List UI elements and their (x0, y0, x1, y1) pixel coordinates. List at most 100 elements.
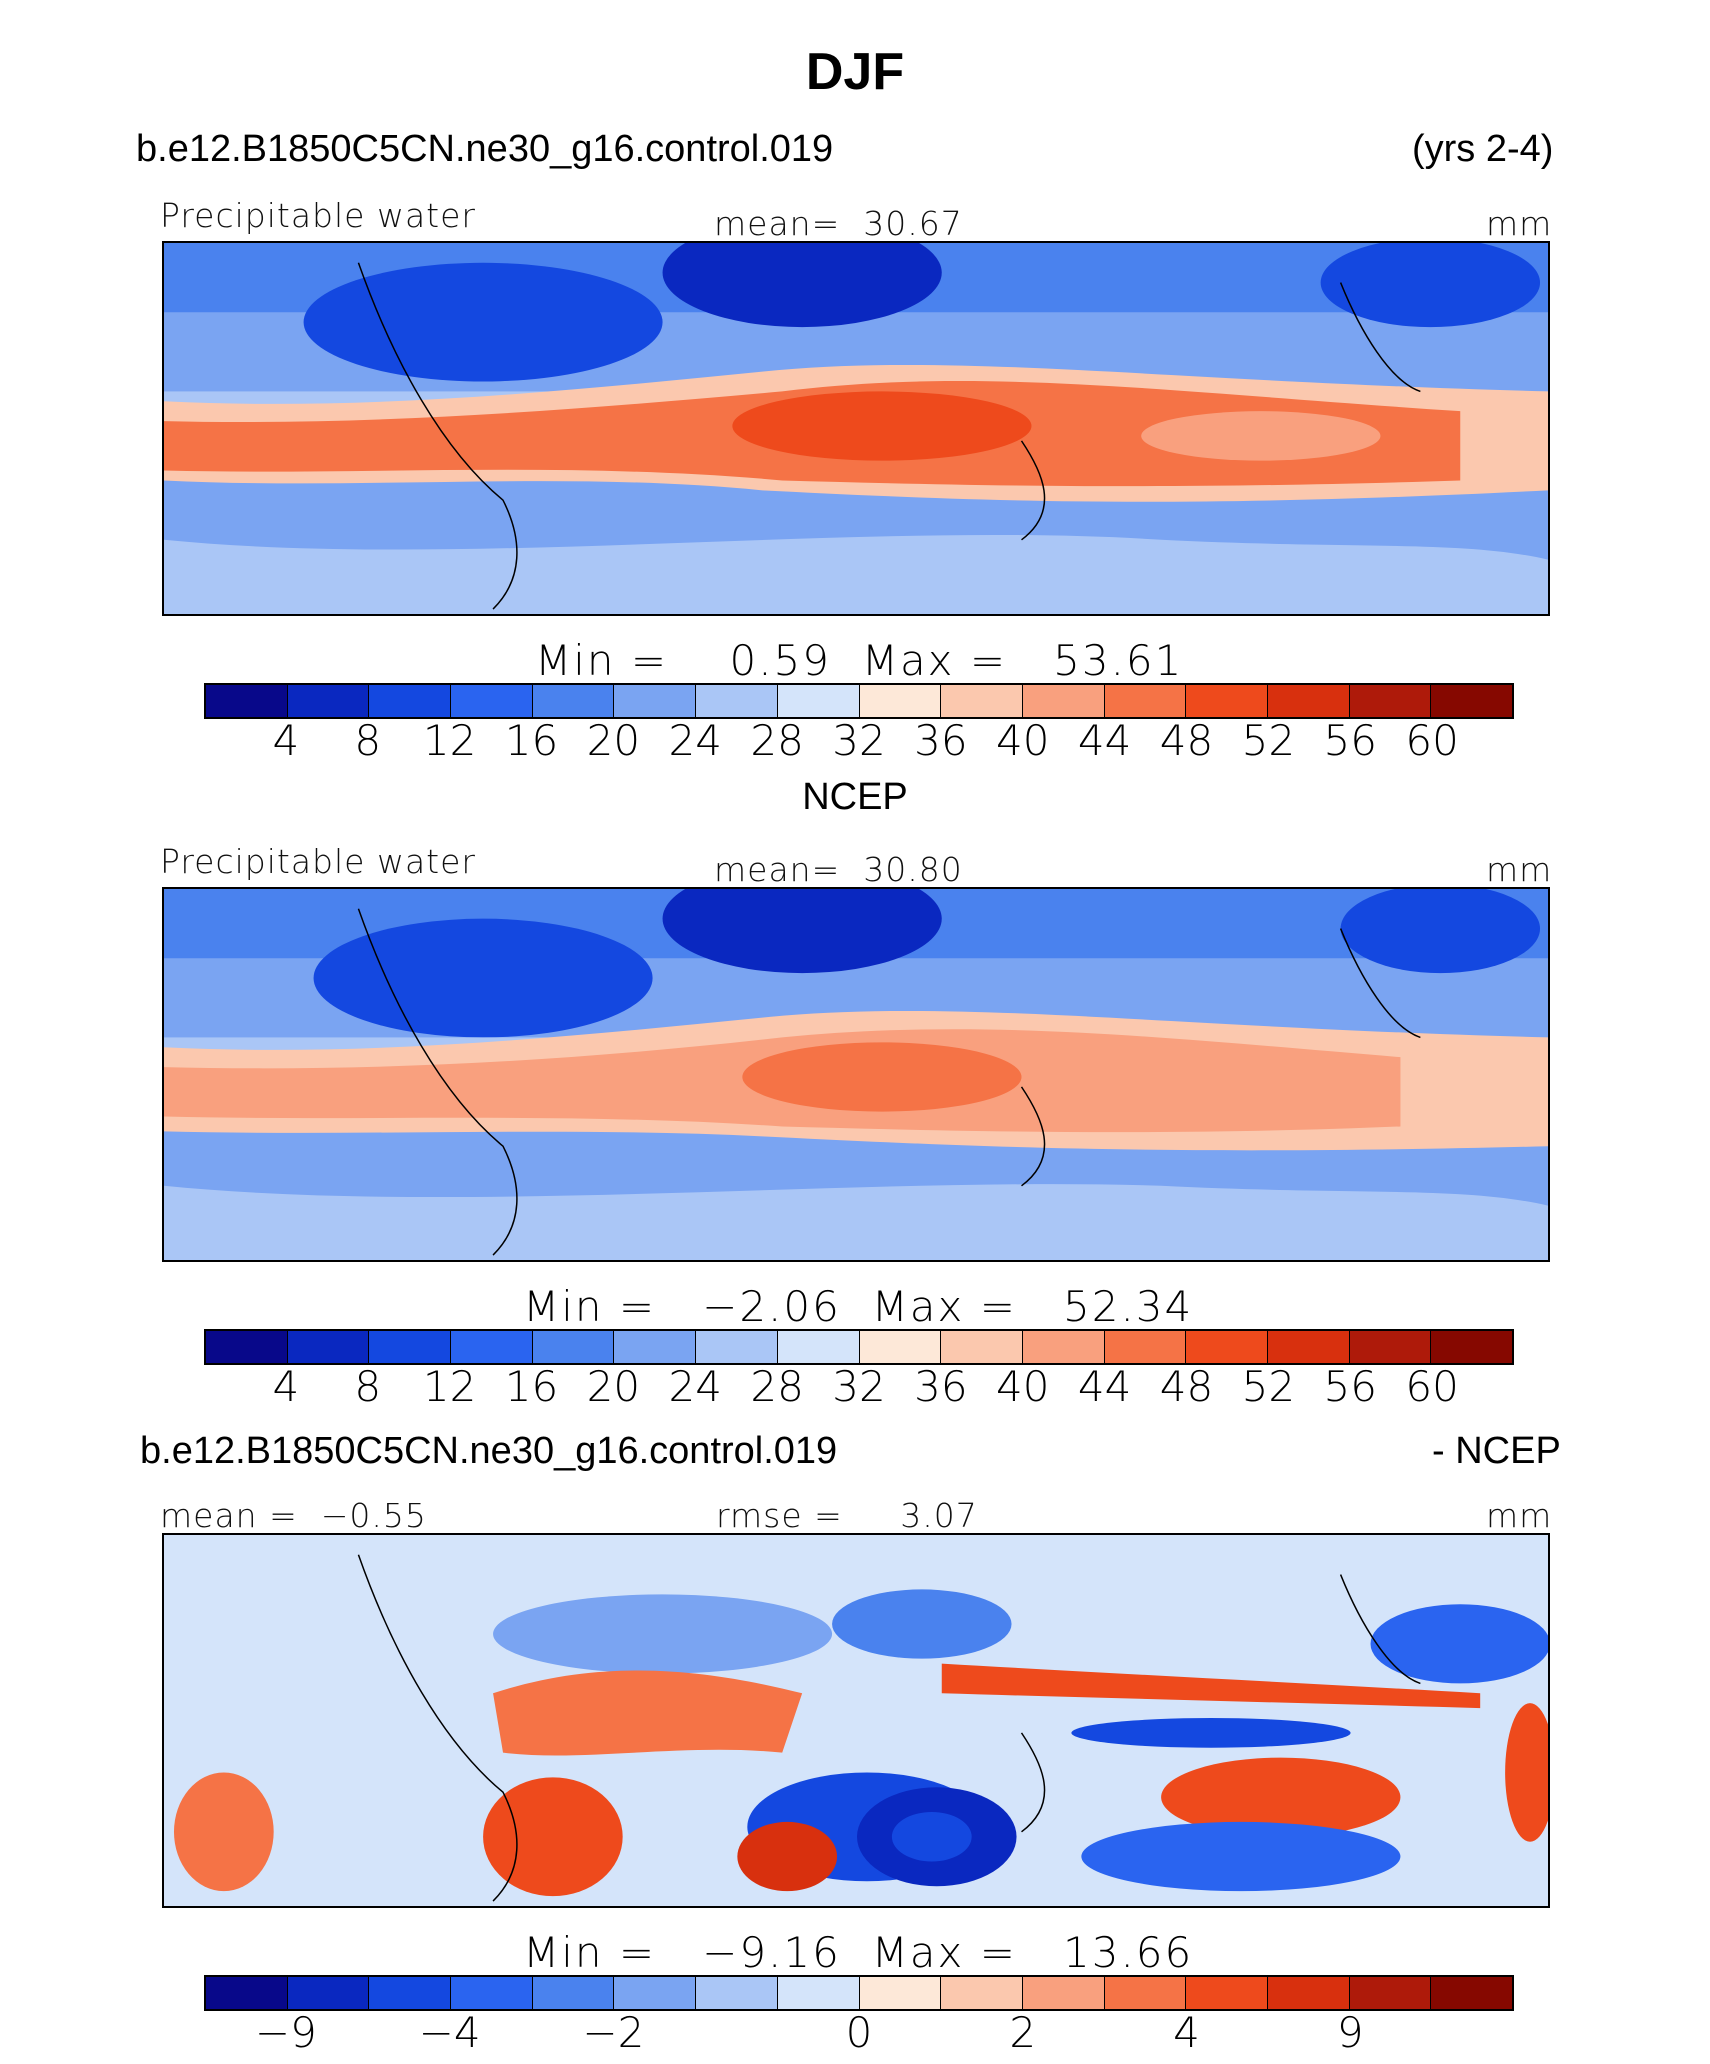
colorbar-swatch (451, 685, 533, 717)
colorbar-swatch (532, 685, 615, 717)
colorbar-swatch (1022, 1977, 1105, 2009)
panel2-field (164, 889, 1548, 1260)
colorbar-tick-label: 20 (586, 716, 641, 765)
colorbar-swatch (532, 1977, 615, 2009)
panel3-minmax: Min = −9.16 Max = 13.66 (523, 1928, 1194, 1977)
panel2-variable: Precipitable water (160, 842, 476, 881)
colorbar-tick-label: 4 (1173, 2008, 1200, 2057)
colorbar-tick-label: 28 (750, 716, 804, 765)
colorbar-swatch (777, 685, 860, 717)
colorbar-swatch (1186, 1331, 1268, 1363)
panel3-field (164, 1535, 1548, 1906)
colorbar-swatch (614, 1331, 697, 1363)
colorbar-tick-label: −9 (254, 2008, 317, 2057)
colorbar-swatch (1104, 1977, 1187, 2009)
colorbar-tick-label: 9 (1336, 2008, 1364, 2057)
colorbar-swatch (451, 1977, 533, 2009)
colorbar-swatch (1022, 1331, 1105, 1363)
colorbar-tick-label: 20 (586, 1362, 641, 1411)
colorbar-swatch (696, 685, 778, 717)
colorbar-tick-label: 36 (914, 1362, 968, 1411)
colorbar-swatch (696, 1331, 778, 1363)
colorbar-tick-label: 28 (750, 1362, 804, 1411)
panel3-map (162, 1533, 1550, 1908)
colorbar-swatch (859, 1331, 942, 1363)
season-title: DJF (805, 43, 905, 101)
colorbar-swatch (614, 685, 697, 717)
panel1-variable: Precipitable water (160, 196, 476, 235)
colorbar-tick-label: 12 (422, 1362, 477, 1411)
colorbar-swatch (941, 685, 1023, 717)
colorbar-tick-label: 32 (832, 716, 886, 765)
colorbar-swatch (287, 1331, 370, 1363)
colorbar-swatch (1267, 685, 1350, 717)
years-label: (yrs 2-4) (1412, 128, 1554, 170)
colorbar-swatch (287, 685, 370, 717)
panel3-colorbar (204, 1975, 1514, 2011)
obs-title: NCEP (802, 776, 908, 818)
colorbar-swatch (206, 1331, 288, 1363)
colorbar-swatch (941, 1977, 1023, 2009)
panel2-mean: mean= 30.80 (714, 850, 963, 889)
colorbar-swatch (614, 1977, 697, 2009)
colorbar-tick-label: 0 (845, 2008, 873, 2057)
colorbar-swatch (777, 1331, 860, 1363)
colorbar-tick-label: −4 (418, 2008, 481, 2057)
colorbar-tick-label: 40 (996, 1362, 1050, 1411)
colorbar-tick-label: 4 (272, 716, 300, 765)
colorbar-swatch (369, 1977, 452, 2009)
colorbar-swatch (206, 685, 288, 717)
panel1-minmax: Min = 0.59 Max = 53.61 (535, 636, 1184, 685)
colorbar-tick-label: 12 (422, 716, 477, 765)
colorbar-tick-label: 44 (1077, 1362, 1132, 1411)
colorbar-swatch (1022, 685, 1105, 717)
panel1-colorbar (204, 683, 1514, 719)
colorbar-swatch (777, 1977, 860, 2009)
panel2-units: mm (1486, 850, 1553, 889)
panel2-map (162, 887, 1550, 1262)
colorbar-swatch (1349, 1977, 1432, 2009)
colorbar-swatch (941, 1331, 1023, 1363)
colorbar-swatch (1267, 1977, 1350, 2009)
panel1-field (164, 243, 1548, 614)
colorbar-tick-label: 24 (668, 1362, 722, 1411)
colorbar-tick-label: −2 (582, 2008, 645, 2057)
colorbar-tick-label: 48 (1159, 716, 1214, 765)
colorbar-tick-label: 40 (996, 716, 1050, 765)
colorbar-swatch (369, 1331, 452, 1363)
colorbar-swatch (1431, 1977, 1512, 2009)
colorbar-tick-label: 8 (354, 1362, 382, 1411)
colorbar-tick-label: 52 (1241, 1362, 1296, 1411)
colorbar-tick-label: 44 (1077, 716, 1132, 765)
panel1-units: mm (1486, 204, 1553, 243)
panel3-mean: mean = −0.55 (160, 1496, 427, 1535)
colorbar-tick-label: 52 (1241, 716, 1296, 765)
diff-suffix: - NCEP (1432, 1430, 1561, 1472)
colorbar-swatch (532, 1331, 615, 1363)
case-name: b.e12.B1850C5CN.ne30_g16.control.019 (136, 128, 834, 170)
panel1-map (162, 241, 1550, 616)
colorbar-tick-label: 56 (1323, 1362, 1377, 1411)
colorbar-tick-label: 2 (1009, 2008, 1037, 2057)
colorbar-tick-label: 16 (504, 1362, 559, 1411)
colorbar-swatch (1104, 685, 1187, 717)
colorbar-swatch (1431, 685, 1512, 717)
panel2-colorbar (204, 1329, 1514, 1365)
colorbar-tick-label: 56 (1323, 716, 1377, 765)
colorbar-swatch (696, 1977, 778, 2009)
colorbar-tick-label: 8 (354, 716, 382, 765)
colorbar-swatch (859, 1977, 942, 2009)
colorbar-swatch (1431, 1331, 1512, 1363)
colorbar-tick-label: 16 (504, 716, 559, 765)
panel1-mean: mean= 30.67 (714, 204, 963, 243)
diff-case-name: b.e12.B1850C5CN.ne30_g16.control.019 (140, 1430, 838, 1472)
colorbar-tick-label: 32 (832, 1362, 886, 1411)
colorbar-tick-label: 4 (272, 1362, 300, 1411)
colorbar-swatch (451, 1331, 533, 1363)
colorbar-tick-label: 60 (1405, 716, 1459, 765)
colorbar-swatch (1186, 1977, 1268, 2009)
colorbar-tick-label: 60 (1405, 1362, 1459, 1411)
panel3-rmse: rmse = 3.07 (716, 1496, 978, 1535)
colorbar-swatch (369, 685, 452, 717)
colorbar-swatch (1349, 1331, 1432, 1363)
